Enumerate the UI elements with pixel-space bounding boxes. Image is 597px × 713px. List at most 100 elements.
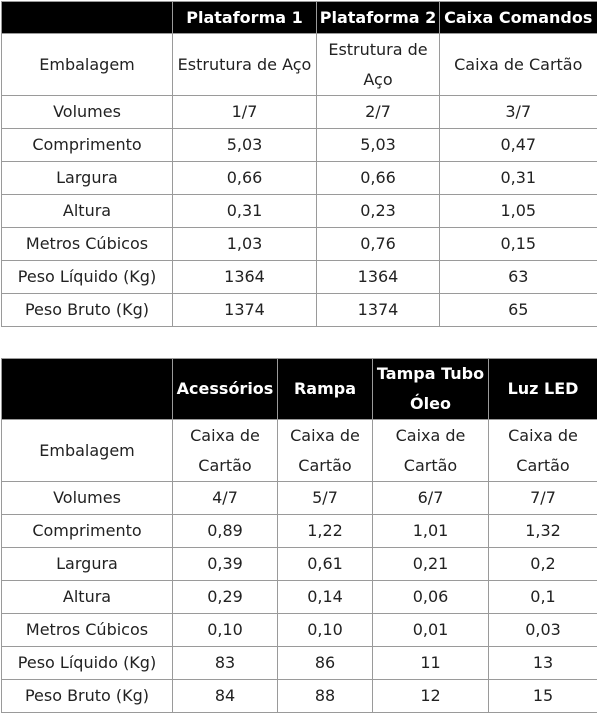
- cell: 1374: [172, 293, 317, 327]
- cell: 1364: [316, 260, 440, 294]
- table-row: Peso Bruto (Kg) 84 88 12 15: [1, 679, 597, 713]
- cell: 65: [439, 293, 597, 327]
- table-row: Volumes 1/7 2/7 3/7: [1, 95, 597, 129]
- cell: 0,39: [172, 547, 278, 581]
- row-label: Embalagem: [1, 33, 173, 96]
- cell: 3/7: [439, 95, 597, 129]
- header-corner: [1, 358, 173, 420]
- header-tampa-tubo-oleo: Tampa Tubo Óleo: [372, 358, 489, 420]
- cell: 0,76: [316, 227, 440, 261]
- row-label: Largura: [1, 547, 173, 581]
- cell: 0,15: [439, 227, 597, 261]
- cell: Caixa de Cartão: [488, 419, 597, 482]
- row-label: Comprimento: [1, 128, 173, 162]
- cell: 1,01: [372, 514, 489, 548]
- table-row: Altura 0,31 0,23 1,05: [1, 194, 597, 228]
- row-label: Volumes: [1, 481, 173, 515]
- cell: Caixa de Cartão: [172, 419, 278, 482]
- cell: 0,29: [172, 580, 278, 614]
- cell: Estrutura de Aço: [172, 33, 317, 96]
- cell: 0,31: [172, 194, 317, 228]
- cell: 5,03: [172, 128, 317, 162]
- table-row: Peso Bruto (Kg) 1374 1374 65: [1, 293, 597, 327]
- cell: 7/7: [488, 481, 597, 515]
- packaging-table-1: Plataforma 1 Plataforma 2 Caixa Comandos…: [1, 1, 597, 327]
- cell: 86: [277, 646, 373, 680]
- table-row: Comprimento 5,03 5,03 0,47: [1, 128, 597, 162]
- cell: Estrutura de Aço: [316, 33, 440, 96]
- cell: 1/7: [172, 95, 317, 129]
- cell: Caixa de Cartão: [277, 419, 373, 482]
- table-row: Embalagem Caixa de Cartão Caixa de Cartã…: [1, 419, 597, 482]
- cell: 4/7: [172, 481, 278, 515]
- cell: 5,03: [316, 128, 440, 162]
- header-plataforma-2: Plataforma 2: [316, 1, 440, 34]
- cell: 1364: [172, 260, 317, 294]
- row-label: Metros Cúbicos: [1, 613, 173, 647]
- cell: 0,31: [439, 161, 597, 195]
- cell: 63: [439, 260, 597, 294]
- row-label: Peso Líquido (Kg): [1, 260, 173, 294]
- row-label: Altura: [1, 580, 173, 614]
- cell: Caixa de Cartão: [439, 33, 597, 96]
- table-row: Volumes 4/7 5/7 6/7 7/7: [1, 481, 597, 515]
- cell: 1,03: [172, 227, 317, 261]
- cell: 0,01: [372, 613, 489, 647]
- table-row: Peso Líquido (Kg) 83 86 11 13: [1, 646, 597, 680]
- cell: 1,32: [488, 514, 597, 548]
- cell: 0,10: [172, 613, 278, 647]
- cell: 0,10: [277, 613, 373, 647]
- table-row: Metros Cúbicos 1,03 0,76 0,15: [1, 227, 597, 261]
- header-luz-led: Luz LED: [488, 358, 597, 420]
- cell: 0,2: [488, 547, 597, 581]
- row-label: Comprimento: [1, 514, 173, 548]
- cell: 13: [488, 646, 597, 680]
- row-label: Largura: [1, 161, 173, 195]
- cell: 88: [277, 679, 373, 713]
- header-acessorios: Acessórios: [172, 358, 278, 420]
- cell: 0,1: [488, 580, 597, 614]
- row-label: Peso Bruto (Kg): [1, 293, 173, 327]
- packaging-table-2: Acessórios Rampa Tampa Tubo Óleo Luz LED…: [1, 358, 597, 713]
- row-label: Metros Cúbicos: [1, 227, 173, 261]
- cell: 0,14: [277, 580, 373, 614]
- row-label: Embalagem: [1, 419, 173, 482]
- cell: 5/7: [277, 481, 373, 515]
- cell: 83: [172, 646, 278, 680]
- cell: 0,61: [277, 547, 373, 581]
- table-row: Embalagem Estrutura de Aço Estrutura de …: [1, 33, 597, 96]
- row-label: Altura: [1, 194, 173, 228]
- table-row: Altura 0,29 0,14 0,06 0,1: [1, 580, 597, 614]
- table-row: Largura 0,66 0,66 0,31: [1, 161, 597, 195]
- row-label: Peso Líquido (Kg): [1, 646, 173, 680]
- cell: 84: [172, 679, 278, 713]
- table-header-row: Acessórios Rampa Tampa Tubo Óleo Luz LED: [1, 358, 597, 420]
- table-header-row: Plataforma 1 Plataforma 2 Caixa Comandos: [1, 1, 597, 34]
- cell: 0,66: [316, 161, 440, 195]
- row-label: Volumes: [1, 95, 173, 129]
- cell: 1,22: [277, 514, 373, 548]
- cell: 2/7: [316, 95, 440, 129]
- cell: 0,23: [316, 194, 440, 228]
- cell: 0,47: [439, 128, 597, 162]
- cell: 1,05: [439, 194, 597, 228]
- cell: 11: [372, 646, 489, 680]
- header-plataforma-1: Plataforma 1: [172, 1, 317, 34]
- table-row: Largura 0,39 0,61 0,21 0,2: [1, 547, 597, 581]
- cell: Caixa de Cartão: [372, 419, 489, 482]
- cell: 6/7: [372, 481, 489, 515]
- header-caixa-comandos: Caixa Comandos: [439, 1, 597, 34]
- table-row: Comprimento 0,89 1,22 1,01 1,32: [1, 514, 597, 548]
- table-row: Peso Líquido (Kg) 1364 1364 63: [1, 260, 597, 294]
- cell: 12: [372, 679, 489, 713]
- table-row: Metros Cúbicos 0,10 0,10 0,01 0,03: [1, 613, 597, 647]
- cell: 0,66: [172, 161, 317, 195]
- header-corner: [1, 1, 173, 34]
- header-rampa: Rampa: [277, 358, 373, 420]
- cell: 1374: [316, 293, 440, 327]
- cell: 0,03: [488, 613, 597, 647]
- cell: 0,06: [372, 580, 489, 614]
- cell: 0,89: [172, 514, 278, 548]
- cell: 15: [488, 679, 597, 713]
- row-label: Peso Bruto (Kg): [1, 679, 173, 713]
